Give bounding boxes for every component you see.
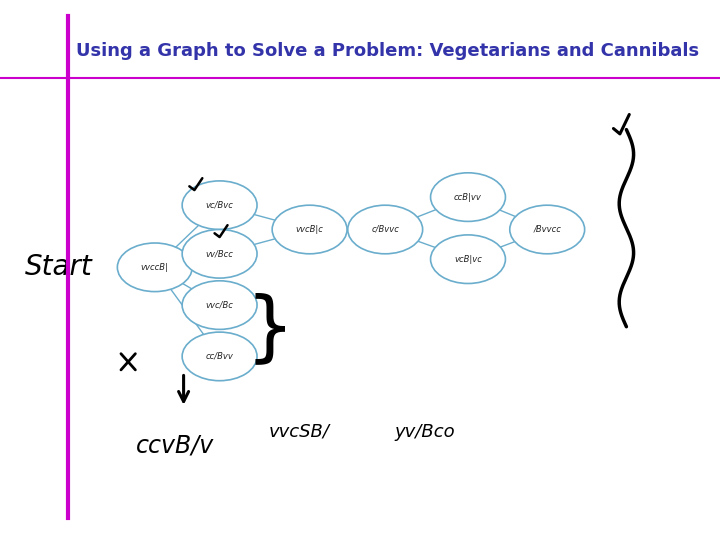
Ellipse shape (182, 230, 257, 278)
Ellipse shape (431, 173, 505, 221)
Text: Using a Graph to Solve a Problem: Vegetarians and Cannibals: Using a Graph to Solve a Problem: Vegeta… (76, 42, 698, 60)
Text: vvcSB/: vvcSB/ (269, 423, 329, 441)
Ellipse shape (182, 181, 257, 230)
Text: vvcB|c: vvcB|c (296, 225, 323, 234)
Text: ccvB/v: ccvB/v (136, 434, 214, 457)
Text: c/Bvvc: c/Bvvc (372, 225, 399, 234)
Text: vv/Bcc: vv/Bcc (206, 249, 233, 258)
Text: }: } (246, 292, 294, 367)
Ellipse shape (272, 205, 347, 254)
Ellipse shape (510, 205, 585, 254)
Text: ccB|vv: ccB|vv (454, 193, 482, 201)
Ellipse shape (431, 235, 505, 284)
Ellipse shape (182, 281, 257, 329)
Ellipse shape (348, 205, 423, 254)
Ellipse shape (182, 332, 257, 381)
Text: Start: Start (25, 253, 93, 281)
Text: vvccB|: vvccB| (141, 263, 168, 272)
Text: cc/Bvv: cc/Bvv (206, 352, 233, 361)
Ellipse shape (117, 243, 192, 292)
Text: /Bvvcc: /Bvvcc (534, 225, 561, 234)
Text: yv/Bco: yv/Bco (395, 423, 455, 441)
Text: vcB|vc: vcB|vc (454, 255, 482, 264)
Text: vvc/Bc: vvc/Bc (206, 301, 233, 309)
Text: vc/Bvc: vc/Bvc (206, 201, 233, 210)
